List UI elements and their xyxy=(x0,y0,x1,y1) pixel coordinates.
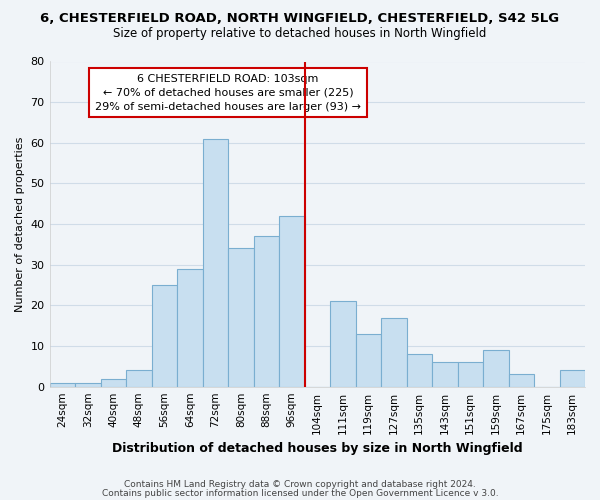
Bar xyxy=(177,269,203,386)
Text: Size of property relative to detached houses in North Wingfield: Size of property relative to detached ho… xyxy=(113,28,487,40)
Bar xyxy=(126,370,152,386)
Bar xyxy=(75,382,101,386)
Bar xyxy=(101,378,126,386)
Bar xyxy=(279,216,305,386)
Text: 6 CHESTERFIELD ROAD: 103sqm
← 70% of detached houses are smaller (225)
29% of se: 6 CHESTERFIELD ROAD: 103sqm ← 70% of det… xyxy=(95,74,361,112)
Bar xyxy=(509,374,534,386)
Bar xyxy=(432,362,458,386)
Y-axis label: Number of detached properties: Number of detached properties xyxy=(15,136,25,312)
Bar xyxy=(458,362,483,386)
Bar xyxy=(203,138,228,386)
Text: Contains public sector information licensed under the Open Government Licence v : Contains public sector information licen… xyxy=(101,488,499,498)
Bar xyxy=(50,382,75,386)
Bar xyxy=(330,302,356,386)
Bar xyxy=(381,318,407,386)
Bar xyxy=(152,285,177,386)
Bar xyxy=(228,248,254,386)
Bar xyxy=(560,370,585,386)
Text: 6, CHESTERFIELD ROAD, NORTH WINGFIELD, CHESTERFIELD, S42 5LG: 6, CHESTERFIELD ROAD, NORTH WINGFIELD, C… xyxy=(40,12,560,26)
Bar xyxy=(356,334,381,386)
Text: Contains HM Land Registry data © Crown copyright and database right 2024.: Contains HM Land Registry data © Crown c… xyxy=(124,480,476,489)
Bar xyxy=(407,354,432,386)
Bar xyxy=(254,236,279,386)
Bar xyxy=(483,350,509,387)
X-axis label: Distribution of detached houses by size in North Wingfield: Distribution of detached houses by size … xyxy=(112,442,523,455)
